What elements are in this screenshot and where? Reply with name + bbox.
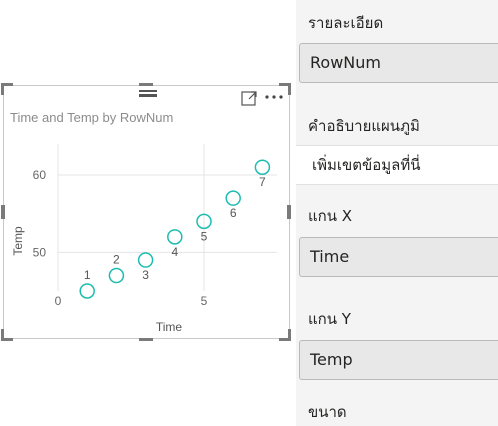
x-axis-label: แกน X: [308, 207, 353, 225]
resize-handle-right[interactable]: [287, 205, 291, 219]
data-label: 7: [259, 175, 266, 189]
drag-grip-icon[interactable]: [139, 90, 157, 97]
resize-handle-top-left[interactable]: [1, 83, 13, 86]
legend-drop-zone[interactable]: เพิ่มเขตข้อมูลที่นี่: [296, 145, 498, 185]
data-point[interactable]: [79, 283, 95, 299]
resize-handle-bottom-right[interactable]: [288, 329, 291, 341]
data-points: 1 2 3 4 5 6 7: [79, 159, 271, 299]
resize-handle-bottom-left[interactable]: [1, 329, 4, 341]
scatter-chart-visual[interactable]: Time and Temp by RowNum 50 60 0 5 Time Temp…: [3, 85, 290, 339]
x-axis-title: Time: [156, 320, 183, 334]
scatter-chart: Time and Temp by RowNum 50 60 0 5 Time Temp…: [10, 110, 277, 334]
x-tick-label: 0: [55, 294, 62, 308]
resize-handle-bottom-right[interactable]: [279, 338, 291, 341]
data-label: 4: [171, 245, 178, 259]
data-label: 5: [201, 229, 208, 243]
data-label: 1: [84, 268, 91, 282]
chart-title: Time and Temp by RowNum: [10, 110, 173, 125]
resize-handle-bottom-left[interactable]: [1, 338, 13, 341]
data-point[interactable]: [108, 267, 125, 284]
data-point[interactable]: [196, 213, 212, 230]
resize-handle-top-right[interactable]: [279, 83, 291, 86]
data-label: 3: [142, 268, 149, 282]
resize-handle-top-left[interactable]: [1, 83, 4, 95]
details-well[interactable]: RowNum: [299, 43, 498, 83]
more-options-icon[interactable]: [263, 88, 285, 106]
data-point[interactable]: [167, 229, 183, 245]
chart-grid: [57, 144, 277, 291]
y-axis-well[interactable]: Temp: [299, 340, 498, 380]
data-label: 6: [230, 206, 237, 220]
fields-pane: รายละเอียด RowNum คำอธิบายแผนภูมิ เพิ่มเ…: [296, 0, 498, 426]
size-label: ขนาด: [308, 403, 347, 421]
y-tick-label: 60: [33, 168, 47, 182]
resize-handle-top[interactable]: [139, 83, 153, 86]
resize-handle-left[interactable]: [1, 205, 5, 219]
legend-label: คำอธิบายแผนภูมิ: [308, 117, 420, 135]
y-tick-label: 50: [33, 245, 47, 259]
data-point[interactable]: [254, 159, 271, 175]
y-axis-title: Temp: [11, 226, 25, 256]
y-axis-label: แกน Y: [308, 310, 351, 328]
data-label: 2: [113, 253, 120, 267]
x-axis-well[interactable]: Time: [299, 237, 498, 277]
data-point[interactable]: [137, 252, 154, 268]
x-tick-label: 5: [201, 294, 208, 308]
data-point[interactable]: [225, 190, 241, 206]
chart-ticks: 50 60 0 5: [33, 168, 208, 308]
focus-mode-icon[interactable]: [240, 89, 258, 107]
details-label: รายละเอียด: [308, 14, 384, 32]
resize-handle-top-right[interactable]: [288, 83, 291, 95]
resize-handle-bottom[interactable]: [139, 338, 153, 341]
